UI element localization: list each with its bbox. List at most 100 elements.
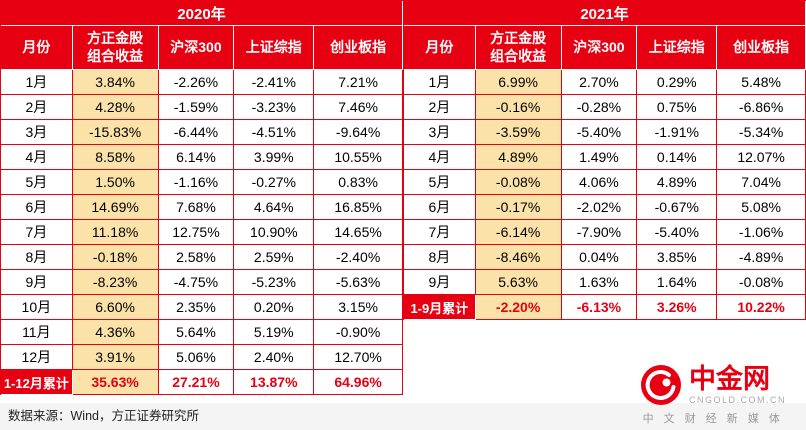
value-cell: -4.89% <box>717 245 806 270</box>
value-cell: 0.14% <box>637 145 718 170</box>
value-cell: -1.59% <box>158 95 235 120</box>
value-cell: -9.64% <box>314 120 403 145</box>
value-cell: 12.75% <box>158 220 235 245</box>
value-cell: -0.67% <box>637 195 718 220</box>
value-cell: 10.90% <box>234 220 315 245</box>
value-cell: -2.40% <box>314 245 403 270</box>
table-row: 5月 -0.08% 4.06% 4.89% 7.04% <box>404 170 806 195</box>
value-cell: -5.63% <box>314 270 403 295</box>
table-row: 3月 -15.83% -6.44% -4.51% -9.64% <box>1 120 403 145</box>
value-cell: 3.85% <box>637 245 718 270</box>
table-row: 6月 -0.17% -2.02% -0.67% 5.08% <box>404 195 806 220</box>
total-row: 1-12月累计 35.63% 27.21% 13.87% 64.96% <box>1 370 403 395</box>
column-header: 创业板指 <box>717 26 806 70</box>
value-cell: 3.91% <box>72 345 159 370</box>
value-cell: -7.90% <box>561 220 638 245</box>
total-value-cell: -2.20% <box>475 295 562 320</box>
value-cell: 12.07% <box>717 145 806 170</box>
value-cell: 14.65% <box>314 220 403 245</box>
value-cell: -0.90% <box>314 320 403 345</box>
month-cell: 6月 <box>1 195 73 220</box>
month-cell: 12月 <box>1 345 73 370</box>
value-cell: -4.75% <box>158 270 235 295</box>
value-cell: -6.14% <box>475 220 562 245</box>
value-cell: -1.91% <box>637 120 718 145</box>
value-cell: -5.40% <box>637 220 718 245</box>
column-header: 上证综指 <box>637 26 718 70</box>
value-cell: 11.18% <box>72 220 159 245</box>
value-cell: -0.27% <box>234 170 315 195</box>
value-cell: -0.16% <box>475 95 562 120</box>
value-cell: -5.40% <box>561 120 638 145</box>
column-header: 方正金股 组合收益 <box>72 26 159 70</box>
value-cell: 10.55% <box>314 145 403 170</box>
total-row: 1-9月累计 -2.20% -6.13% 3.26% 10.22% <box>404 295 806 320</box>
logo-domain: CNGOLD.COM.CN <box>688 395 786 406</box>
value-cell: 4.89% <box>475 145 562 170</box>
month-cell: 10月 <box>1 295 73 320</box>
value-cell: -0.28% <box>561 95 638 120</box>
cngold-logo: 中金网 CNGOLD.COM.CN 中 文 财 经 新 媒 体 <box>628 364 798 426</box>
value-cell: 0.20% <box>234 295 315 320</box>
returns-tables-row: 2020年 月份 方正金股 组合收益 沪深300 上证综指 创业板指 1月 3.84% -2.2… <box>0 0 806 395</box>
total-label-cell: 1-9月累计 <box>404 295 476 320</box>
value-cell: 0.29% <box>637 70 718 95</box>
table-row: 12月 3.91% 5.06% 2.40% 12.70% <box>1 345 403 370</box>
value-cell: -5.34% <box>717 120 806 145</box>
month-cell: 2月 <box>1 95 73 120</box>
column-header: 创业板指 <box>314 26 403 70</box>
value-cell: 5.08% <box>717 195 806 220</box>
month-cell: 6月 <box>404 195 476 220</box>
value-cell: -0.08% <box>475 170 562 195</box>
table-row: 8月 -8.46% 0.04% 3.85% -4.89% <box>404 245 806 270</box>
value-cell: -8.46% <box>475 245 562 270</box>
value-cell: -6.86% <box>717 95 806 120</box>
data-source-note: 数据来源：Wind，方正证券研究所 <box>8 409 199 423</box>
value-cell: 3.99% <box>234 145 315 170</box>
value-cell: 1.63% <box>561 270 638 295</box>
value-cell: 4.28% <box>72 95 159 120</box>
month-cell: 4月 <box>404 145 476 170</box>
value-cell: 4.06% <box>561 170 638 195</box>
table-row: 2月 4.28% -1.59% -3.23% 7.46% <box>1 95 403 120</box>
value-cell: -6.44% <box>158 120 235 145</box>
month-cell: 11月 <box>1 320 73 345</box>
table-row: 1月 6.99% 2.70% 0.29% 5.48% <box>404 70 806 95</box>
month-cell: 9月 <box>1 270 73 295</box>
table-row: 5月 1.50% -1.16% -0.27% 0.83% <box>1 170 403 195</box>
month-cell: 7月 <box>1 220 73 245</box>
value-cell: 6.60% <box>72 295 159 320</box>
table-2021-container: 2021年 月份 方正金股 组合收益 沪深300 上证综指 创业板指 1月 6.99% 2.70… <box>403 0 806 320</box>
value-cell: 6.14% <box>158 145 235 170</box>
column-header: 月份 <box>1 26 73 70</box>
month-cell: 9月 <box>404 270 476 295</box>
month-cell: 7月 <box>404 220 476 245</box>
value-cell: 8.58% <box>72 145 159 170</box>
table-row: 2月 -0.16% -0.28% 0.75% -6.86% <box>404 95 806 120</box>
table-row: 3月 -3.59% -5.40% -1.91% -5.34% <box>404 120 806 145</box>
value-cell: -2.41% <box>234 70 315 95</box>
month-cell: 3月 <box>1 120 73 145</box>
value-cell: -2.02% <box>561 195 638 220</box>
value-cell: -4.51% <box>234 120 315 145</box>
value-cell: 4.36% <box>72 320 159 345</box>
column-header: 沪深300 <box>561 26 638 70</box>
column-header: 月份 <box>404 26 476 70</box>
column-header: 方正金股 组合收益 <box>475 26 562 70</box>
value-cell: 4.89% <box>637 170 718 195</box>
table-row: 4月 4.89% 1.49% 0.14% 12.07% <box>404 145 806 170</box>
value-cell: 4.64% <box>234 195 315 220</box>
logo-row: 中金网 CNGOLD.COM.CN <box>628 364 798 406</box>
value-cell: -0.08% <box>717 270 806 295</box>
footer-band <box>0 403 806 430</box>
returns-table: 2020年 月份 方正金股 组合收益 沪深300 上证综指 创业板指 1月 3.84% -2.2… <box>0 0 403 395</box>
value-cell: 2.40% <box>234 345 315 370</box>
value-cell: 0.83% <box>314 170 403 195</box>
month-cell: 1月 <box>1 70 73 95</box>
value-cell: 5.63% <box>475 270 562 295</box>
value-cell: -2.26% <box>158 70 235 95</box>
value-cell: 7.68% <box>158 195 235 220</box>
value-cell: 12.70% <box>314 345 403 370</box>
table-row: 7月 11.18% 12.75% 10.90% 14.65% <box>1 220 403 245</box>
table-2020-container: 2020年 月份 方正金股 组合收益 沪深300 上证综指 创业板指 1月 3.84% -2.2… <box>0 0 403 395</box>
